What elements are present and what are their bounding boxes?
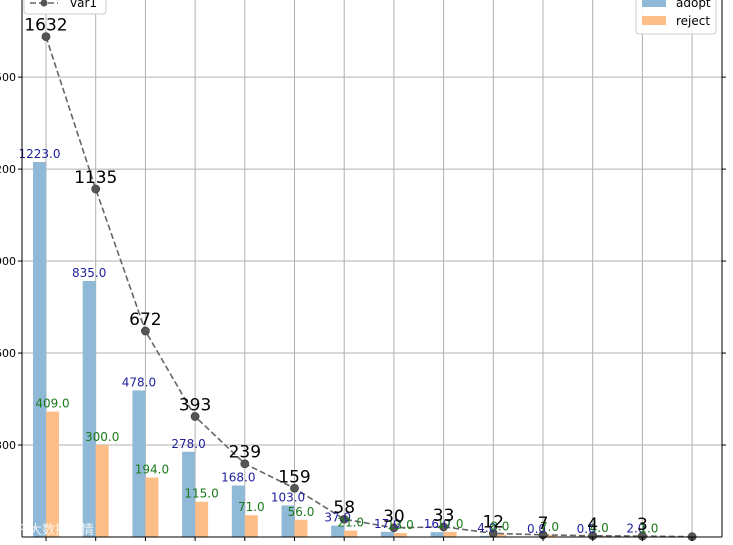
- legend-var1-label: var1: [70, 0, 97, 10]
- adopt-value-label: 0.0: [527, 522, 546, 536]
- legend-reject-label: reject: [676, 14, 710, 28]
- adopt-value-label: 16.0: [424, 517, 451, 531]
- adopt-value-label: 17.0: [374, 517, 401, 531]
- adopt-bar: [331, 525, 345, 537]
- reject-bar: [344, 530, 358, 537]
- adopt-bar: [82, 280, 96, 537]
- var1-line: [41, 32, 697, 542]
- adopt-value-label: 168.0: [221, 470, 255, 484]
- reject-bar: [294, 519, 308, 537]
- adopt-value-label: 478.0: [122, 375, 156, 389]
- left-y-tick-label: 600: [0, 347, 16, 360]
- reject-value-label: 1.0: [639, 522, 658, 536]
- legend-right-box: [635, 0, 717, 35]
- adopt-bar: [33, 162, 46, 537]
- adopt-bar: [480, 535, 494, 537]
- var1-value-label: 12: [482, 512, 504, 532]
- reject-value-label: 71.0: [238, 500, 265, 514]
- var1-value-label: 33: [433, 506, 455, 526]
- var1-value-label: 1135: [74, 168, 117, 188]
- left-y-tick-label: 900: [0, 255, 16, 268]
- adopt-value-label: 278.0: [171, 437, 205, 451]
- adopt-value-label: 0.0: [577, 522, 596, 536]
- var1-value-label: 159: [278, 467, 310, 487]
- legend-var1-marker: [40, 0, 48, 7]
- reject-bar: [95, 445, 109, 537]
- data-labels: 1223.0409.0835.0300.0478.0194.0278.0115.…: [19, 16, 659, 536]
- reject-value-label: 300.0: [85, 430, 119, 444]
- var1-value-label: 3: [637, 515, 648, 535]
- var1-point: [240, 459, 250, 469]
- reject-bar: [443, 531, 457, 537]
- adopt-value-label: 103.0: [271, 490, 305, 504]
- adopt-value-label: 835.0: [72, 266, 106, 280]
- var1-point: [91, 184, 101, 194]
- left-y-tick-label: 1200: [0, 163, 16, 176]
- adopt-bar: [380, 531, 394, 537]
- var1-value-label: 393: [179, 396, 211, 416]
- reject-bar: [145, 477, 159, 537]
- reject-bar: [543, 534, 556, 537]
- reject-value-label: 56.0: [288, 505, 315, 519]
- var1-point: [339, 514, 349, 524]
- left-y-tick-label: 1500: [0, 71, 16, 84]
- grid: [22, 0, 722, 537]
- adopt-value-label: 37.0: [324, 511, 351, 525]
- reject-value-label: 8.0: [490, 520, 509, 534]
- var1-point: [41, 32, 51, 42]
- adopt-bar: [132, 390, 146, 537]
- var1-point: [439, 522, 449, 532]
- var1-value-label: 672: [129, 310, 161, 330]
- legend-reject-swatch: [642, 16, 666, 25]
- var1-value-label: 30: [383, 507, 405, 527]
- reject-bar: [195, 501, 209, 537]
- var1-point: [140, 326, 150, 336]
- reject-bar: [46, 411, 59, 537]
- var1-value-label: 4: [587, 515, 598, 535]
- reject-value-label: 13.0: [387, 518, 414, 532]
- adopt-value-label: 1223.0: [19, 147, 61, 161]
- reject-bar: [393, 533, 407, 537]
- var1-point: [290, 483, 299, 493]
- adopt-bar: [231, 485, 245, 537]
- legend-adopt-swatch: [642, 0, 666, 7]
- reject-bar: [493, 534, 507, 537]
- reject-value-label: 21.0: [337, 516, 364, 530]
- reject-value-label: 115.0: [184, 487, 218, 501]
- reject-value-label: 409.0: [35, 397, 69, 411]
- adopt-value-label: 2.0: [626, 521, 645, 535]
- adopt-bar: [281, 505, 295, 537]
- watermark: CP 大数据猎情: [8, 523, 94, 538]
- legend-adopt-label: adopt: [676, 0, 711, 10]
- adopt-value-label: 4.0: [477, 521, 496, 535]
- reject-value-label: 17.0: [437, 517, 464, 531]
- var1-value-label: 239: [229, 443, 261, 463]
- adopt-bar: [430, 532, 444, 537]
- reject-value-label: 4.0: [590, 521, 609, 535]
- var1-point: [389, 523, 399, 533]
- var1-path: [45, 36, 693, 538]
- reject-value-label: 7.0: [540, 520, 559, 534]
- var1-point: [190, 412, 200, 421]
- left-y-tick-label: 300: [0, 439, 16, 452]
- var1-value-label: 7: [538, 514, 549, 534]
- adopt-bar: [182, 451, 196, 537]
- reject-bar: [244, 515, 258, 537]
- var1-value-label: 1632: [24, 16, 67, 36]
- reject-value-label: 194.0: [135, 463, 169, 477]
- legends: var1 adopt reject: [23, 0, 717, 35]
- bars: [33, 162, 656, 537]
- var1-value-label: 58: [333, 498, 355, 518]
